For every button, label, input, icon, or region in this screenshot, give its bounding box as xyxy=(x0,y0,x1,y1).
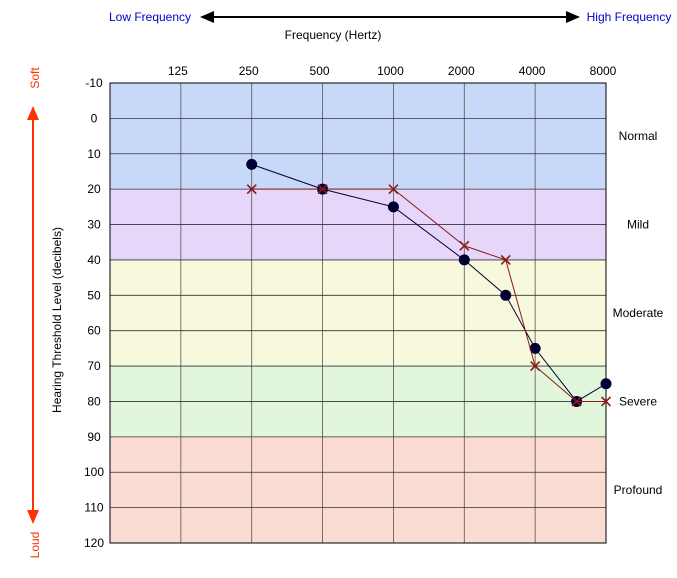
series-2-point xyxy=(388,184,399,195)
y-tick-label: 60 xyxy=(87,324,101,338)
x-tick-label: 250 xyxy=(239,64,259,78)
series-2-point xyxy=(246,184,257,195)
y-tick-label: 0 xyxy=(91,111,98,125)
x-tick-label: 4000 xyxy=(519,64,546,78)
band-label-moderate: Moderate xyxy=(613,306,664,320)
high-frequency-label: High Frequency xyxy=(587,10,672,24)
x-marker-stroke xyxy=(459,240,470,251)
y-tick-label: 120 xyxy=(84,536,104,550)
low-frequency-label: Low Frequency xyxy=(109,10,191,24)
frequency-arrow xyxy=(200,11,580,23)
x-marker-stroke xyxy=(600,396,612,407)
y-tick-label: 50 xyxy=(87,288,101,302)
x-tick-label: 1000 xyxy=(377,64,404,78)
y-tick-label: 90 xyxy=(87,430,101,444)
y-tick-label: 30 xyxy=(87,218,101,232)
y-axis-title: Hearing Threshold Level (decibels) xyxy=(50,227,64,413)
x-marker-stroke xyxy=(500,254,511,265)
x-marker-stroke xyxy=(530,361,541,372)
series-2-point xyxy=(600,396,612,407)
series-1-point xyxy=(458,254,470,266)
series-1-point xyxy=(246,158,258,170)
x-marker-stroke xyxy=(388,184,399,195)
y-tick-label: 20 xyxy=(87,182,101,196)
x-tick-label: 8000 xyxy=(590,64,617,78)
series-2-point xyxy=(500,254,511,265)
loud-label: Loud xyxy=(28,532,42,559)
series xyxy=(246,158,612,407)
band-profound xyxy=(110,436,606,543)
band-label-normal: Normal xyxy=(619,129,658,143)
series-2-point xyxy=(459,240,470,251)
band-label-profound: Profound xyxy=(614,483,663,497)
x-tick-label: 500 xyxy=(310,64,330,78)
y-tick-label: 40 xyxy=(87,253,101,267)
x-tick-label: 125 xyxy=(168,64,188,78)
y-tick-label: 10 xyxy=(87,147,101,161)
soft-label: Soft xyxy=(28,67,42,89)
band-labels: Normal Mild Moderate Severe Profound xyxy=(613,129,664,497)
plot-frame xyxy=(109,82,607,544)
series-1-point xyxy=(387,201,399,213)
series-1-point xyxy=(600,378,612,390)
series-2-point xyxy=(571,396,582,407)
x-tick-label: 2000 xyxy=(448,64,475,78)
y-tick-label: 110 xyxy=(84,501,103,515)
x-marker-stroke xyxy=(246,184,257,195)
band-label-mild: Mild xyxy=(627,218,649,232)
y-tick-label: 80 xyxy=(87,394,101,408)
x-tick-labels: 125 250 500 1000 2000 4000 8000 xyxy=(168,64,617,78)
severity-bands xyxy=(110,83,606,543)
y-tick-labels: -10 0 10 20 30 40 50 60 70 80 90 100 110 120 xyxy=(84,76,104,550)
band-normal xyxy=(110,83,606,190)
level-arrow xyxy=(27,106,39,524)
band-label-severe: Severe xyxy=(619,394,657,408)
y-tick-label: -10 xyxy=(85,76,103,90)
series-2-point xyxy=(530,361,541,372)
y-tick-label: 70 xyxy=(87,359,101,373)
series-1-line xyxy=(251,163,607,403)
series-1-point xyxy=(500,289,512,301)
band-moderate xyxy=(110,259,606,367)
x-marker-stroke xyxy=(571,396,582,407)
series-2-point xyxy=(317,184,328,195)
series-2-line xyxy=(251,188,606,402)
y-tick-label: 100 xyxy=(84,465,104,479)
x-axis-title: Frequency (Hertz) xyxy=(285,28,382,42)
x-marker-stroke xyxy=(317,184,328,195)
series-1-point xyxy=(529,342,541,354)
